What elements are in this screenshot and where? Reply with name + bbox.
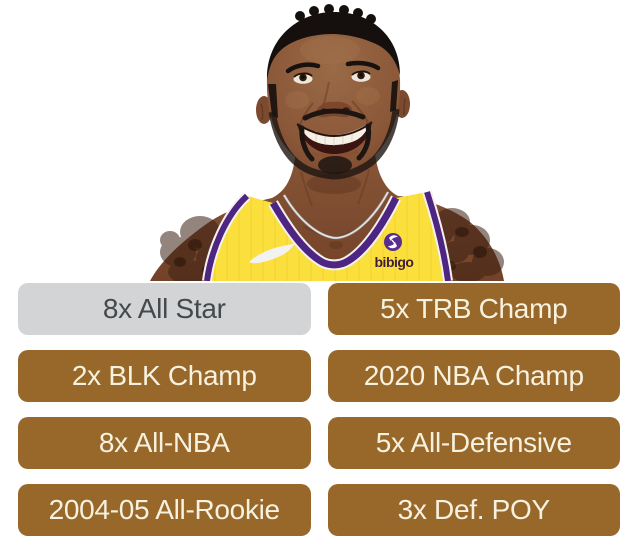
head [256, 4, 410, 180]
player-photo: bibigo [150, 4, 504, 281]
nike-swoosh-icon [249, 243, 295, 264]
right-eye [351, 70, 371, 82]
left-eye [293, 72, 313, 84]
badge-2004-05-all-rookie[interactable]: 2004-05 All-Rookie [18, 484, 311, 536]
player-portrait-illustration: bibigo [150, 4, 504, 281]
badge-8x-all-nba[interactable]: 8x All-NBA [18, 417, 311, 469]
bibigo-wordmark: bibigo [375, 254, 414, 270]
bibigo-emblem-icon [384, 233, 402, 251]
neckline-trim [268, 195, 401, 271]
badge-2x-blk-champ[interactable]: 2x BLK Champ [18, 350, 311, 402]
badge-8x-all-star[interactable]: 8x All Star [18, 283, 311, 335]
bibigo-logo: bibigo [375, 233, 414, 270]
jersey: bibigo [202, 190, 453, 281]
armhole-trim-right [422, 190, 453, 281]
badges-grid: 8x All Star 5x TRB Champ 2x BLK Champ 20… [0, 283, 640, 536]
chain-necklace [282, 191, 390, 240]
badge-3x-def-poy[interactable]: 3x Def. POY [327, 484, 620, 536]
badge-5x-all-defensive[interactable]: 5x All-Defensive [327, 417, 620, 469]
badge-2020-nba-champ[interactable]: 2020 NBA Champ [327, 350, 620, 402]
hair [266, 4, 400, 118]
facial-hair [268, 108, 400, 180]
armhole-trim-left [202, 192, 251, 281]
mouth-smile [296, 121, 373, 158]
right-eyebrow [345, 60, 381, 71]
left-eyebrow [285, 62, 321, 74]
left-ear [256, 96, 272, 124]
badge-5x-trb-champ[interactable]: 5x TRB Champ [327, 283, 620, 335]
